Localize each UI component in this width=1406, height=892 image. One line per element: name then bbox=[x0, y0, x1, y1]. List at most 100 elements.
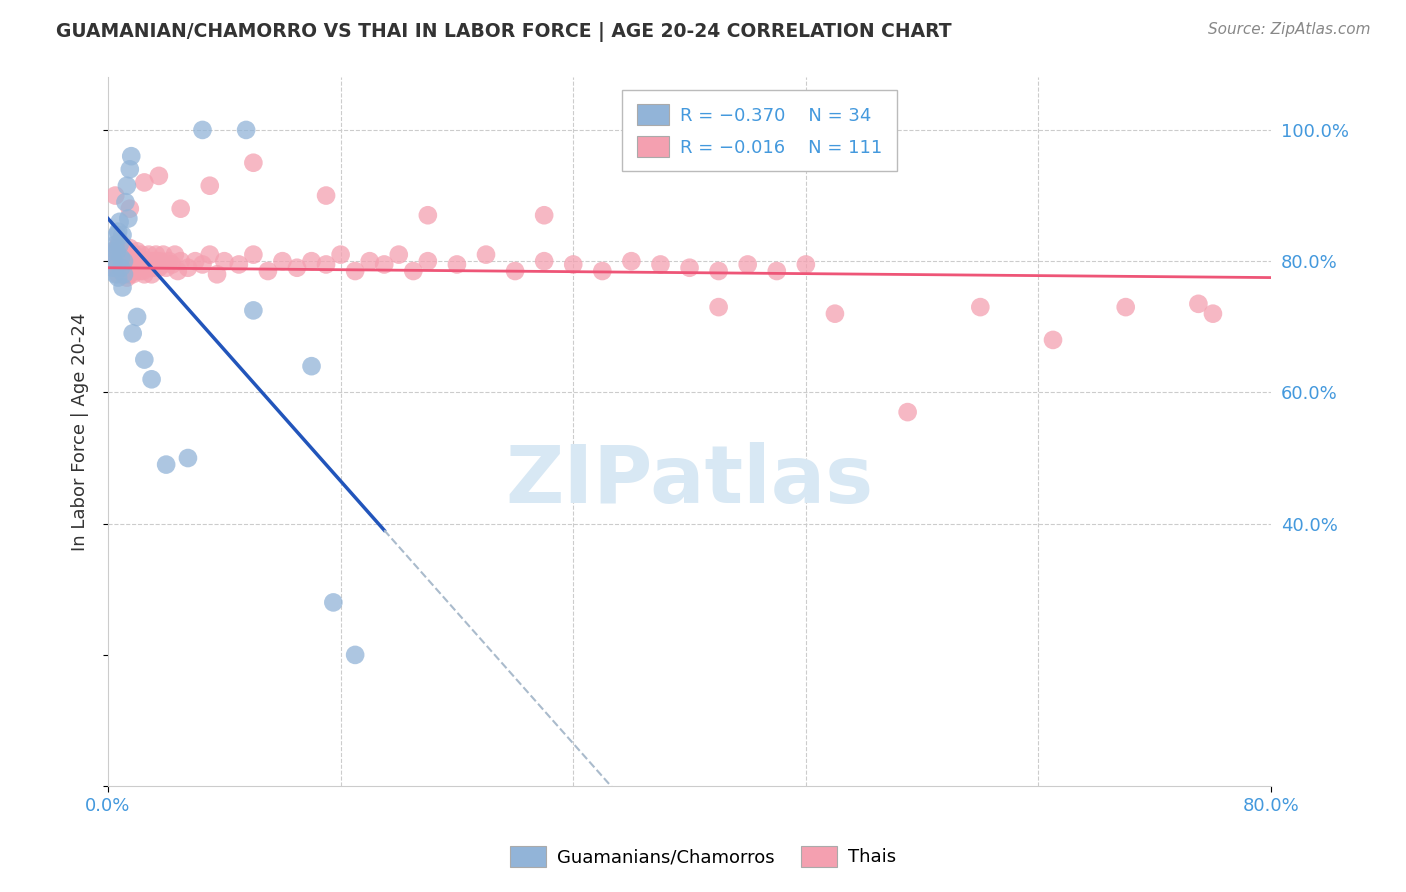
Point bbox=[765, 264, 787, 278]
Point bbox=[794, 257, 817, 271]
Point bbox=[141, 268, 163, 282]
Point bbox=[125, 310, 148, 324]
Point bbox=[475, 247, 498, 261]
Point bbox=[120, 149, 142, 163]
Point bbox=[141, 372, 163, 386]
Point bbox=[115, 178, 138, 193]
Point bbox=[242, 247, 264, 261]
Point bbox=[118, 254, 141, 268]
Point bbox=[198, 247, 221, 261]
Point bbox=[969, 300, 991, 314]
Point bbox=[170, 202, 193, 216]
Point bbox=[228, 257, 250, 271]
Point bbox=[148, 260, 170, 275]
Point bbox=[388, 247, 411, 261]
Point bbox=[118, 162, 141, 177]
Point bbox=[533, 254, 555, 268]
Point bbox=[104, 268, 127, 282]
Point bbox=[110, 260, 132, 275]
Legend: Guamanians/Chamorros, Thais: Guamanians/Chamorros, Thais bbox=[502, 838, 904, 874]
Point bbox=[214, 254, 236, 268]
Point bbox=[118, 268, 141, 282]
Point bbox=[104, 188, 127, 202]
Point bbox=[129, 251, 152, 265]
Point bbox=[131, 257, 153, 271]
Y-axis label: In Labor Force | Age 20-24: In Labor Force | Age 20-24 bbox=[72, 312, 89, 551]
Point bbox=[157, 254, 180, 268]
Point bbox=[139, 260, 162, 275]
Point bbox=[105, 244, 128, 259]
Point bbox=[114, 195, 136, 210]
Point bbox=[122, 247, 145, 261]
Point bbox=[105, 227, 128, 242]
Point bbox=[503, 264, 526, 278]
Point bbox=[120, 247, 142, 261]
Point bbox=[111, 227, 134, 242]
Point bbox=[170, 254, 193, 268]
Point bbox=[110, 251, 132, 265]
Point bbox=[824, 307, 846, 321]
Point bbox=[166, 264, 188, 278]
Point bbox=[322, 595, 344, 609]
Point bbox=[191, 257, 214, 271]
Text: Source: ZipAtlas.com: Source: ZipAtlas.com bbox=[1208, 22, 1371, 37]
Text: GUAMANIAN/CHAMORRO VS THAI IN LABOR FORCE | AGE 20-24 CORRELATION CHART: GUAMANIAN/CHAMORRO VS THAI IN LABOR FORC… bbox=[56, 22, 952, 42]
Point bbox=[205, 268, 228, 282]
Point bbox=[125, 244, 148, 259]
Point bbox=[402, 264, 425, 278]
Point bbox=[121, 254, 143, 268]
Point bbox=[141, 254, 163, 268]
Point bbox=[131, 247, 153, 261]
Point bbox=[128, 254, 150, 268]
Point bbox=[112, 254, 135, 268]
Point bbox=[562, 257, 585, 271]
Point bbox=[132, 254, 155, 268]
Point bbox=[101, 260, 124, 275]
Point bbox=[111, 244, 134, 259]
Point bbox=[105, 241, 128, 255]
Point bbox=[145, 247, 167, 261]
Point bbox=[1187, 297, 1209, 311]
Point bbox=[591, 264, 613, 278]
Point bbox=[155, 260, 177, 275]
Point bbox=[142, 260, 165, 275]
Point bbox=[117, 254, 139, 268]
Point bbox=[149, 254, 172, 268]
Point bbox=[1115, 300, 1137, 314]
Point bbox=[163, 247, 186, 261]
Point bbox=[136, 254, 159, 268]
Point bbox=[101, 244, 124, 259]
Point bbox=[242, 155, 264, 169]
Point bbox=[111, 280, 134, 294]
Point bbox=[112, 268, 135, 282]
Point bbox=[108, 247, 131, 261]
Point bbox=[107, 270, 129, 285]
Point bbox=[125, 257, 148, 271]
Point bbox=[344, 648, 367, 662]
Point bbox=[114, 247, 136, 261]
Point bbox=[198, 178, 221, 193]
Point bbox=[707, 300, 730, 314]
Point bbox=[110, 264, 132, 278]
Point bbox=[271, 254, 294, 268]
Point bbox=[620, 254, 643, 268]
Point bbox=[148, 169, 170, 183]
Point bbox=[160, 257, 183, 271]
Point bbox=[134, 268, 156, 282]
Point bbox=[134, 352, 156, 367]
Point bbox=[301, 359, 323, 374]
Point bbox=[707, 264, 730, 278]
Point bbox=[155, 458, 177, 472]
Point bbox=[737, 257, 759, 271]
Point bbox=[1202, 307, 1225, 321]
Point bbox=[120, 260, 142, 275]
Point bbox=[650, 257, 672, 271]
Point bbox=[897, 405, 920, 419]
Point bbox=[242, 303, 264, 318]
Point bbox=[1042, 333, 1064, 347]
Point bbox=[117, 211, 139, 226]
Point bbox=[121, 268, 143, 282]
Point bbox=[416, 254, 439, 268]
Point bbox=[107, 225, 129, 239]
Point bbox=[678, 260, 700, 275]
